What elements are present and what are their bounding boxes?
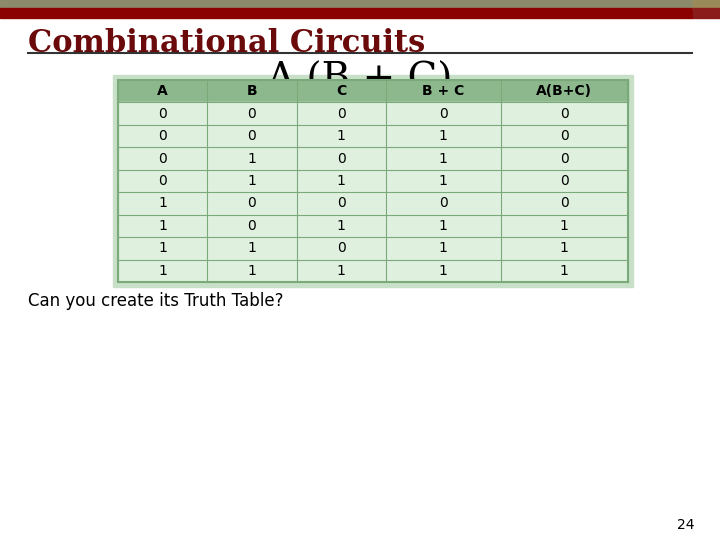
Text: 1: 1 bbox=[560, 241, 569, 255]
Bar bbox=[693, 8, 720, 18]
Text: 1: 1 bbox=[560, 264, 569, 278]
Text: 0: 0 bbox=[560, 197, 569, 211]
Text: 1: 1 bbox=[248, 174, 256, 188]
Text: 1: 1 bbox=[560, 219, 569, 233]
Text: 0: 0 bbox=[438, 107, 448, 120]
Text: A(B+C): A(B+C) bbox=[536, 84, 593, 98]
Text: Combinational Circuits: Combinational Circuits bbox=[28, 28, 426, 59]
Text: A: A bbox=[157, 84, 168, 98]
Bar bbox=[118, 147, 628, 170]
Text: 1: 1 bbox=[438, 264, 448, 278]
Bar bbox=[118, 237, 628, 260]
Text: 1: 1 bbox=[438, 152, 448, 166]
Text: 0: 0 bbox=[560, 107, 569, 120]
Text: 0: 0 bbox=[248, 129, 256, 143]
Text: 1: 1 bbox=[337, 264, 346, 278]
Text: 0: 0 bbox=[337, 107, 346, 120]
Text: 1: 1 bbox=[438, 241, 448, 255]
Text: Can you create its Truth Table?: Can you create its Truth Table? bbox=[28, 292, 284, 310]
Bar bbox=[0, 0, 693, 10]
Text: C: C bbox=[336, 84, 346, 98]
Text: 0: 0 bbox=[337, 241, 346, 255]
Bar bbox=[118, 103, 628, 125]
Text: 1: 1 bbox=[438, 219, 448, 233]
Text: 0: 0 bbox=[337, 152, 346, 166]
Bar bbox=[118, 80, 628, 282]
Text: 1: 1 bbox=[158, 219, 167, 233]
Bar bbox=[118, 192, 628, 215]
Text: B: B bbox=[246, 84, 257, 98]
Text: 0: 0 bbox=[560, 152, 569, 166]
Bar bbox=[118, 260, 628, 282]
Text: 1: 1 bbox=[337, 174, 346, 188]
Text: 0: 0 bbox=[248, 219, 256, 233]
Bar bbox=[118, 215, 628, 237]
Bar bbox=[118, 125, 628, 147]
Bar bbox=[113, 75, 633, 287]
Text: 0: 0 bbox=[560, 174, 569, 188]
Text: B + C: B + C bbox=[422, 84, 464, 98]
Text: 0: 0 bbox=[337, 197, 346, 211]
Text: 1: 1 bbox=[248, 152, 256, 166]
Text: 0: 0 bbox=[248, 107, 256, 120]
Text: 1: 1 bbox=[438, 129, 448, 143]
Text: 0: 0 bbox=[158, 129, 167, 143]
Text: 0: 0 bbox=[158, 174, 167, 188]
Text: A (B + C): A (B + C) bbox=[266, 62, 454, 99]
Text: 0: 0 bbox=[158, 152, 167, 166]
Text: 1: 1 bbox=[337, 219, 346, 233]
Text: 0: 0 bbox=[248, 197, 256, 211]
Text: 1: 1 bbox=[438, 174, 448, 188]
Bar bbox=[118, 80, 628, 103]
Text: 24: 24 bbox=[678, 518, 695, 532]
Text: 1: 1 bbox=[158, 264, 167, 278]
Bar bbox=[693, 0, 720, 10]
Text: 1: 1 bbox=[158, 241, 167, 255]
Text: 1: 1 bbox=[158, 197, 167, 211]
Text: 1: 1 bbox=[337, 129, 346, 143]
Text: 1: 1 bbox=[248, 241, 256, 255]
Text: 0: 0 bbox=[158, 107, 167, 120]
Text: 1: 1 bbox=[248, 264, 256, 278]
Bar bbox=[118, 170, 628, 192]
Text: 0: 0 bbox=[438, 197, 448, 211]
Text: 0: 0 bbox=[560, 129, 569, 143]
Bar bbox=[0, 8, 693, 18]
